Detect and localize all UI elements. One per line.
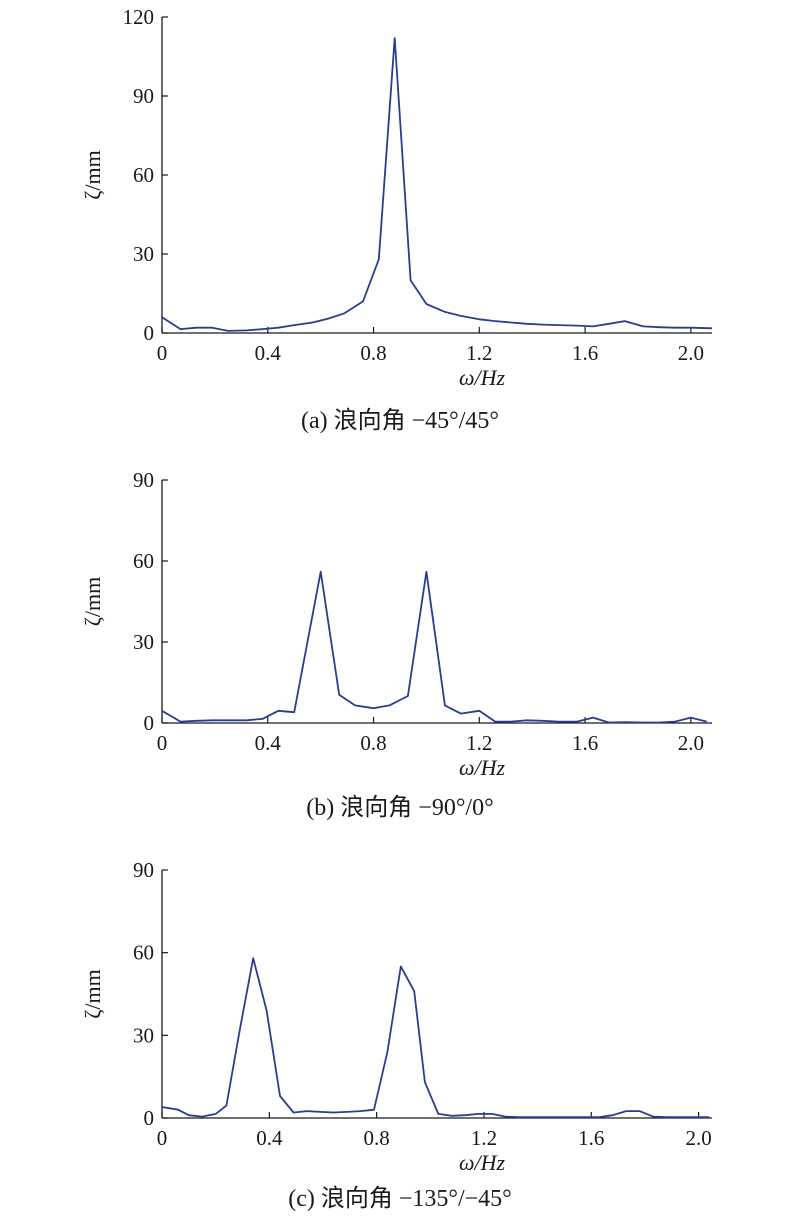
- x-tick-label: 1.2: [466, 731, 492, 755]
- chart-panel-c: 0 30 60 90 0 0.4 0.8 1.2 1.6 2.0 ω/Hz ζ/mm: [0, 848, 800, 1178]
- x-tick-label: 0.4: [256, 1126, 283, 1150]
- x-tick-label: 1.2: [471, 1126, 497, 1150]
- y-tick-label: 90: [133, 858, 154, 882]
- series-line: [161, 37, 713, 332]
- x-tick-label: 0: [157, 1126, 168, 1150]
- y-tick-label: 60: [133, 549, 154, 573]
- y-tick-label: 0: [144, 1106, 155, 1130]
- x-tick-label: 0: [157, 341, 168, 365]
- chart-c-svg: 0 30 60 90 0 0.4 0.8 1.2 1.6 2.0 ω/Hz ζ/mm: [80, 858, 712, 1175]
- chart-c-caption: (c) 浪向角 −135°/−45°: [288, 1186, 512, 1212]
- y-tick-label: 30: [133, 1023, 154, 1047]
- x-axis-label: ω/Hz: [459, 755, 506, 780]
- x-tick-label: 0.4: [255, 731, 282, 755]
- chart-panel-b: 0 30 60 90 0 0.4 0.8 1.2 1.6 2.0 ω/Hz ζ/mm: [0, 455, 800, 785]
- x-tick-label: 0: [157, 731, 168, 755]
- y-tick-label: 0: [144, 711, 155, 735]
- x-tick-label: 1.6: [572, 731, 598, 755]
- y-tick-label: 90: [133, 468, 154, 492]
- y-axis-label: ζ/mm: [80, 577, 105, 626]
- x-tick-label: 0.8: [360, 731, 386, 755]
- y-tick-label: 120: [123, 5, 155, 29]
- x-tick-label: 1.6: [578, 1126, 604, 1150]
- x-tick-label: 2.0: [678, 341, 704, 365]
- x-tick-label: 1.6: [572, 341, 598, 365]
- x-axis-label: ω/Hz: [459, 1150, 506, 1175]
- x-tick-label: 0.4: [255, 341, 282, 365]
- y-tick-label: 60: [133, 941, 154, 965]
- y-tick-label: 30: [133, 630, 154, 654]
- chart-b-svg: 0 30 60 90 0 0.4 0.8 1.2 1.6 2.0 ω/Hz ζ/mm: [80, 468, 712, 780]
- y-tick-label: 30: [133, 242, 154, 266]
- x-tick-label: 0.8: [360, 341, 386, 365]
- series-line: [161, 570, 707, 724]
- chart-a-caption: (a) 浪向角 −45°/45°: [300, 408, 500, 434]
- x-tick-label: 2.0: [678, 731, 704, 755]
- y-tick-label: 90: [133, 84, 154, 108]
- chart-b-caption: (b) 浪向角 −90°/0°: [306, 795, 494, 821]
- x-axis-label: ω/Hz: [459, 365, 506, 390]
- x-tick-label: 0.8: [364, 1126, 390, 1150]
- y-tick-label: 60: [133, 163, 154, 187]
- y-axis-label: ζ/mm: [80, 150, 105, 199]
- x-tick-label: 2.0: [685, 1126, 711, 1150]
- x-tick-label: 1.2: [466, 341, 492, 365]
- y-tick-label: 0: [144, 321, 155, 345]
- series-line: [161, 957, 710, 1119]
- chart-panel-a: 0 30 60 90 120 0 0.4 0.8 1.2 1.6 2.0 ω/Hz ζ/mm: [0, 0, 800, 400]
- y-axis-label: ζ/mm: [80, 969, 105, 1018]
- chart-a-svg: 0 30 60 90 120 0 0.4 0.8 1.2 1.6 2.0 ω/Hz ζ/mm: [80, 5, 713, 390]
